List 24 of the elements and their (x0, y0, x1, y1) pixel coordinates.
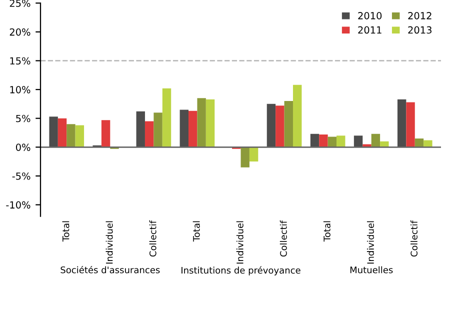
y-tick-label: -10% (6, 201, 30, 209)
y-tick-label: -5% (12, 172, 30, 180)
text: Institutions de prévoyance (182, 266, 300, 276)
x-tick-label: Individuel (366, 221, 374, 264)
y-tick-label: 15% (10, 57, 30, 65)
x-tick-label: Individuel (236, 221, 244, 264)
y-tick-label: 20% (10, 28, 30, 36)
y-tick-label: 25% (10, 0, 30, 7)
x-tick-label: Total (62, 221, 70, 242)
x-tick-label: Total (323, 221, 330, 242)
y-tick-label: 0% (16, 144, 30, 151)
legend-label: 2010 (358, 12, 382, 20)
x-tick-label: Collectif (410, 220, 418, 257)
x-tick-label: Collectif (149, 220, 156, 257)
y-tick-label: 10% (10, 86, 30, 94)
text: Mutuelles (350, 266, 393, 274)
x-tick-label: Collectif (280, 220, 287, 257)
y-tick-label: 5% (16, 114, 30, 122)
legend-label: 2012 (408, 12, 432, 20)
legend-label: 2013 (408, 26, 432, 34)
legend-label: 2011 (358, 26, 382, 34)
x-tick-label: Individuel (106, 221, 113, 264)
text: Sociétés d'assurances (60, 266, 160, 274)
x-tick-label: Total (192, 221, 200, 242)
